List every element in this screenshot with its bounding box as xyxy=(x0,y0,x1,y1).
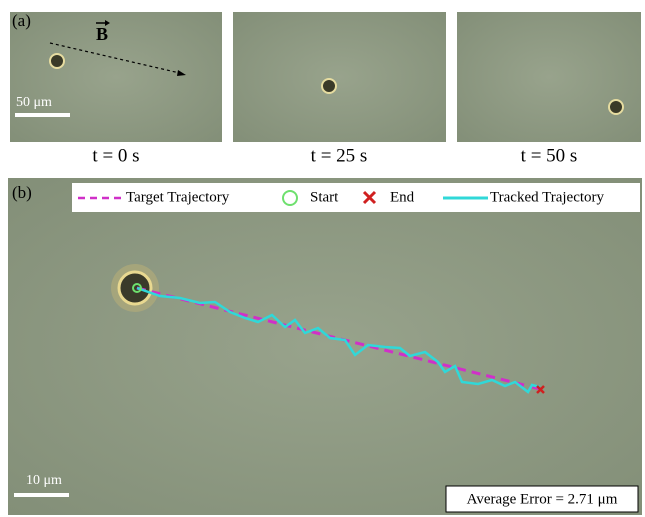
scale-bar xyxy=(15,113,70,117)
frame-image xyxy=(233,12,446,142)
frame-caption: t = 0 s xyxy=(92,145,139,166)
scale-label: 50 μm xyxy=(16,95,52,110)
panel-label: (b) xyxy=(12,183,32,202)
frame-image xyxy=(457,12,641,142)
legend-label: Start xyxy=(310,189,339,205)
frame-caption: t = 25 s xyxy=(311,145,368,166)
tracking-image xyxy=(8,178,642,515)
figure: (a) B 50 μm t = 0 s t = 25 s t = 50 s (b… xyxy=(0,0,645,517)
legend-label: Tracked Trajectory xyxy=(490,189,605,205)
scale-bar xyxy=(14,493,69,497)
particle xyxy=(609,100,623,114)
field-label: B xyxy=(96,24,108,44)
frame-caption: t = 50 s xyxy=(521,145,578,166)
particle xyxy=(119,272,151,304)
scale-label: 10 μm xyxy=(26,473,62,488)
particle xyxy=(50,54,64,68)
frame-image xyxy=(10,12,222,142)
legend-label: End xyxy=(390,189,415,205)
particle xyxy=(322,79,336,93)
error-note: Average Error = 2.71 μm xyxy=(467,491,618,507)
legend-label: Target Trajectory xyxy=(126,189,230,205)
panel-label: (a) xyxy=(12,11,31,30)
